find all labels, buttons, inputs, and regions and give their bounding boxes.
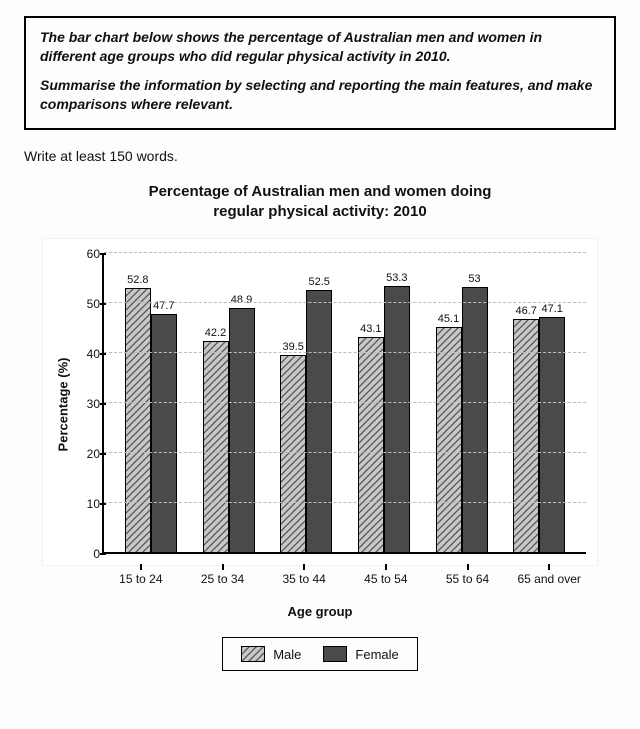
y-axis-ticks: 6050403020100 (74, 254, 102, 554)
word-count-instruction: Write at least 150 words. (24, 148, 616, 164)
bar-value-label: 45.1 (438, 313, 459, 325)
bar-male: 52.8 (125, 288, 151, 552)
bar-value-label: 53.3 (386, 272, 407, 284)
x-axis-label: Age group (42, 604, 598, 619)
legend-item-female: Female (323, 646, 398, 662)
bar-group: 52.847.7 (112, 254, 190, 552)
y-axis-label: Percentage (%) (56, 357, 71, 451)
gridline (104, 302, 586, 303)
chart-legend: Male Female (222, 637, 418, 671)
bar-group: 45.153 (423, 254, 501, 552)
gridline (104, 352, 586, 353)
legend-item-male: Male (241, 646, 301, 662)
bar-male: 46.7 (513, 319, 539, 553)
chart-container: Percentage of Australian men and women d… (24, 182, 616, 672)
chart-title-line-2: regular physical activity: 2010 (213, 203, 426, 220)
task-prompt-box: The bar chart below shows the percentage… (24, 16, 616, 130)
bar-value-label: 53 (468, 273, 480, 285)
bar-female: 52.5 (306, 290, 332, 553)
bar-group: 46.747.1 (500, 254, 578, 552)
bar-value-label: 42.2 (205, 327, 226, 339)
bar-female: 53.3 (384, 286, 410, 553)
bar-value-label: 39.5 (282, 341, 303, 353)
gridline (104, 252, 586, 253)
bar-value-label: 46.7 (515, 305, 536, 317)
legend-swatch-male (241, 646, 265, 662)
chart-title: Percentage of Australian men and women d… (42, 182, 598, 223)
bar-male: 42.2 (203, 341, 229, 552)
prompt-paragraph-1: The bar chart below shows the percentage… (40, 28, 600, 66)
plot-region: 52.847.742.248.939.552.543.153.345.15346… (102, 254, 586, 554)
bar-value-label: 52.5 (308, 276, 329, 288)
y-axis-label-column: Percentage (%) (52, 254, 74, 554)
bar-male: 39.5 (280, 355, 306, 553)
x-tick: 15 to 24 (100, 566, 182, 586)
bar-value-label: 47.1 (541, 303, 562, 315)
chart-title-line-1: Percentage of Australian men and women d… (149, 183, 492, 200)
bar-male: 45.1 (436, 327, 462, 553)
bar-value-label: 48.9 (231, 294, 252, 306)
gridline (104, 502, 586, 503)
legend-swatch-female (323, 646, 347, 662)
legend-label-female: Female (355, 647, 398, 662)
x-tick: 65 and over (508, 566, 590, 586)
bar-female: 47.7 (151, 314, 177, 553)
bar-group: 39.552.5 (267, 254, 345, 552)
x-tick: 55 to 64 (427, 566, 509, 586)
gridline (104, 452, 586, 453)
bar-group: 42.248.9 (190, 254, 268, 552)
bar-group: 43.153.3 (345, 254, 423, 552)
x-tick: 25 to 34 (182, 566, 264, 586)
chart-plot-area: Percentage (%) 6050403020100 52.847.742.… (42, 238, 598, 566)
bar-value-label: 52.8 (127, 274, 148, 286)
bar-female: 53 (462, 287, 488, 552)
bar-male: 43.1 (358, 337, 384, 553)
legend-label-male: Male (273, 647, 301, 662)
gridline (104, 402, 586, 403)
bar-value-label: 43.1 (360, 323, 381, 335)
bars-container: 52.847.742.248.939.552.543.153.345.15346… (104, 254, 586, 552)
x-tick: 45 to 54 (345, 566, 427, 586)
x-axis-ticks: 15 to 2425 to 3435 to 4445 to 5455 to 64… (92, 566, 598, 586)
x-tick: 35 to 44 (263, 566, 345, 586)
prompt-paragraph-2: Summarise the information by selecting a… (40, 76, 600, 114)
bar-female: 48.9 (229, 308, 255, 553)
